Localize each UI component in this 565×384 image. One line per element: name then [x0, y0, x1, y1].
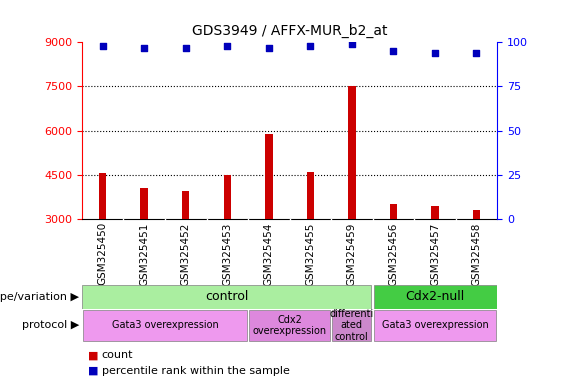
- Point: [98, 43, 107, 49]
- Bar: [390, 204, 397, 219]
- Text: ■: ■: [88, 350, 98, 360]
- Title: GDS3949 / AFFX-MUR_b2_at: GDS3949 / AFFX-MUR_b2_at: [192, 24, 388, 38]
- Text: Cdx2-null: Cdx2-null: [405, 290, 464, 303]
- Point: [347, 41, 357, 47]
- Text: genotype/variation ▶: genotype/variation ▶: [0, 291, 79, 302]
- Text: control: control: [206, 290, 249, 303]
- Bar: [141, 188, 148, 219]
- Bar: [182, 191, 189, 219]
- Bar: [83, 310, 247, 341]
- Text: percentile rank within the sample: percentile rank within the sample: [102, 366, 290, 376]
- Text: GSM325450: GSM325450: [98, 222, 108, 285]
- Text: protocol ▶: protocol ▶: [22, 320, 79, 331]
- Point: [472, 50, 481, 56]
- Point: [140, 45, 149, 51]
- Text: Gata3 overexpression: Gata3 overexpression: [112, 320, 218, 331]
- Bar: [265, 134, 272, 219]
- Text: Gata3 overexpression: Gata3 overexpression: [381, 320, 488, 331]
- Text: GSM325455: GSM325455: [305, 222, 315, 286]
- Text: count: count: [102, 350, 133, 360]
- Text: GSM325456: GSM325456: [388, 222, 398, 286]
- Text: GSM325457: GSM325457: [430, 222, 440, 286]
- Bar: [374, 310, 496, 341]
- Text: GSM325453: GSM325453: [222, 222, 232, 286]
- Bar: [307, 172, 314, 219]
- Bar: [348, 86, 355, 219]
- Text: differenti
ated
control: differenti ated control: [330, 309, 374, 342]
- Bar: [82, 285, 371, 309]
- Point: [264, 45, 273, 51]
- Bar: [473, 210, 480, 219]
- Bar: [431, 206, 438, 219]
- Text: ■: ■: [88, 366, 98, 376]
- Text: GSM325458: GSM325458: [471, 222, 481, 286]
- Point: [181, 45, 190, 51]
- Text: GSM325451: GSM325451: [139, 222, 149, 286]
- Text: GSM325454: GSM325454: [264, 222, 274, 286]
- Bar: [99, 173, 106, 219]
- Point: [431, 50, 440, 56]
- Point: [389, 48, 398, 54]
- Point: [306, 43, 315, 49]
- Text: GSM325452: GSM325452: [181, 222, 191, 286]
- Point: [223, 43, 232, 49]
- Bar: [374, 285, 497, 309]
- Text: Cdx2
overexpression: Cdx2 overexpression: [253, 314, 327, 336]
- Text: GSM325459: GSM325459: [347, 222, 357, 286]
- Bar: [249, 310, 330, 341]
- Bar: [224, 175, 231, 219]
- Bar: [332, 310, 371, 341]
